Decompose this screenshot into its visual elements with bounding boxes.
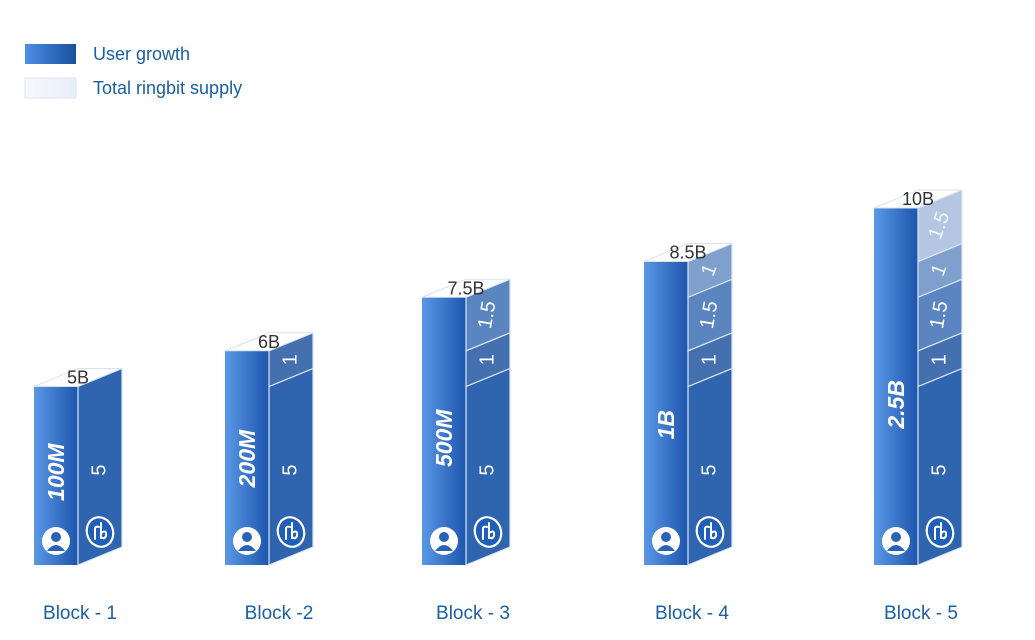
supply-segment-label-block-4-3: 1.5 <box>696 299 722 330</box>
bar-cap-block-1 <box>33 368 123 387</box>
bar-block-1: 5 5B 100M <box>33 368 123 566</box>
user-icon <box>42 527 70 555</box>
user-icon <box>882 527 910 555</box>
supply-segment-label-block-2-2: 1 <box>279 354 301 365</box>
user-growth-label-block-1: 100M <box>43 443 69 501</box>
category-label-block-5: Block - 5 <box>884 603 958 624</box>
ringbit-logo-icon <box>695 516 725 548</box>
user-growth-label-block-2: 200M <box>234 429 260 488</box>
user-icon <box>233 527 261 555</box>
supply-segment-label-block-3-3: 1.5 <box>474 299 500 330</box>
legend-label-user-growth: User growth <box>93 44 190 64</box>
bar-front-block-3 <box>422 297 466 565</box>
bar-cap-block-2 <box>224 332 314 352</box>
supply-segment-label-block-4-2: 1 <box>698 354 720 365</box>
legend-swatch-user-growth <box>25 44 76 64</box>
total-supply-label-block-5: 10B <box>902 189 934 209</box>
supply-segment-label-block-1-1: 5 <box>88 464 110 475</box>
category-label-block-4: Block - 4 <box>655 603 729 624</box>
total-supply-label-block-3: 7.5B <box>447 278 484 298</box>
bar-cap-block-5 <box>873 189 963 209</box>
user-icon <box>652 527 680 555</box>
ringbit-logo-icon <box>925 516 955 548</box>
bar-front-block-5 <box>874 208 918 565</box>
supply-segment-label-block-5-1: 5 <box>928 464 950 475</box>
supply-segment-label-block-5-2: 1 <box>928 354 950 365</box>
user-growth-label-block-3: 500M <box>431 409 457 467</box>
bar-block-3: 5 1 1.57.5B 500M <box>421 278 511 566</box>
user-icon <box>430 527 458 555</box>
user-growth-label-block-4: 1B <box>653 410 679 439</box>
total-supply-label-block-1: 5B <box>67 368 89 388</box>
bar-cap-block-4 <box>643 243 733 263</box>
bar-front-block-4 <box>644 261 688 565</box>
user-growth-label-block-5: 2.5B <box>883 380 909 430</box>
total-supply-label-block-2: 6B <box>258 332 280 352</box>
ringbit-logo-icon <box>85 516 115 548</box>
legend-label-total-supply: Total ringbit supply <box>93 78 242 98</box>
bar-block-2: 5 1 6B 200M <box>224 332 314 566</box>
total-supply-label-block-4: 8.5B <box>669 243 706 263</box>
supply-segment-label-block-3-2: 1 <box>476 354 498 365</box>
ringbit-logo-icon <box>276 516 306 548</box>
category-labels: Block - 1 Block -2 Block - 3 Block - 4 Block… <box>43 603 958 624</box>
legend-swatch-total-supply <box>24 77 77 99</box>
category-label-block-3: Block - 3 <box>436 603 510 624</box>
ringbit-logo-icon <box>473 516 503 548</box>
supply-segment-label-block-2-1: 5 <box>279 464 301 475</box>
bar-cap-block-3 <box>421 278 511 298</box>
supply-segment-label-block-4-1: 5 <box>698 464 720 475</box>
category-label-block-1: Block - 1 <box>43 603 117 624</box>
legend: User growth Total ringbit supply <box>24 44 242 99</box>
supply-segment-label-block-5-3: 1.5 <box>926 299 952 330</box>
category-label-block-2: Block -2 <box>245 603 314 624</box>
supply-segment-label-block-3-1: 5 <box>476 464 498 475</box>
